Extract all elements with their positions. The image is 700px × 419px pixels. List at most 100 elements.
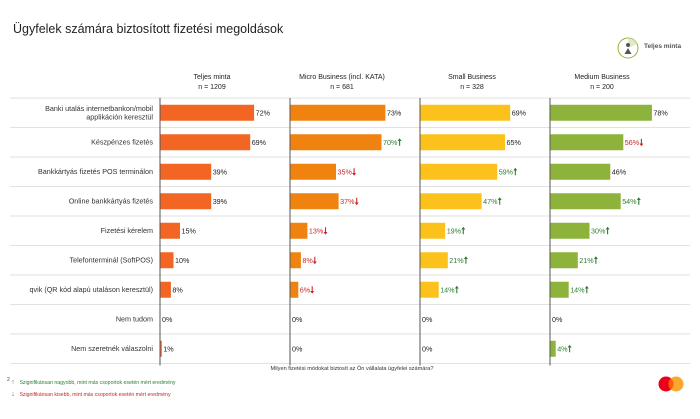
data-label: 72% bbox=[256, 108, 271, 117]
bar bbox=[160, 222, 180, 239]
arrow-down-head bbox=[310, 290, 315, 294]
series-header-n: n = 1209 bbox=[198, 84, 226, 91]
data-label: 14% bbox=[440, 285, 455, 294]
data-label: 14% bbox=[570, 285, 585, 294]
bar bbox=[550, 163, 611, 180]
bar bbox=[160, 134, 251, 151]
arrow-up-head bbox=[593, 256, 598, 260]
data-label: 6% bbox=[300, 285, 311, 294]
bar bbox=[290, 281, 299, 298]
bar bbox=[550, 134, 624, 151]
bar bbox=[420, 252, 448, 269]
data-label: 0% bbox=[552, 315, 563, 324]
bar bbox=[420, 281, 439, 298]
bar bbox=[160, 252, 174, 269]
bar bbox=[290, 163, 336, 180]
data-label: 10% bbox=[175, 256, 190, 265]
arrow-up-head bbox=[584, 285, 589, 289]
page-title: Ügyfelek számára biztosított fizetési me… bbox=[13, 22, 284, 36]
bar bbox=[160, 193, 212, 210]
arrow-down-head bbox=[352, 172, 357, 176]
bar bbox=[160, 163, 212, 180]
data-label: 35% bbox=[338, 167, 353, 176]
bar bbox=[420, 104, 511, 121]
data-label: 0% bbox=[292, 344, 303, 353]
data-label: 56% bbox=[625, 138, 640, 147]
category-label: Fizetési kérelem bbox=[101, 226, 153, 235]
data-label: 30% bbox=[591, 226, 606, 235]
category-label: qvik (QR kód alapú utaláson keresztül) bbox=[30, 285, 153, 294]
legend-significant-down: ↓ Szignifikánsan kisebb, mint más csopor… bbox=[8, 391, 171, 398]
bar bbox=[160, 104, 255, 121]
data-label: 0% bbox=[422, 344, 433, 353]
data-label: 69% bbox=[512, 108, 527, 117]
page-number: 2 bbox=[7, 377, 10, 383]
data-label: 39% bbox=[213, 197, 228, 206]
series-header-name: Medium Business bbox=[574, 74, 630, 81]
bar bbox=[550, 222, 590, 239]
category-label: Banki utalás internetbankon/mobil appliká… bbox=[45, 104, 153, 121]
data-label: 8% bbox=[172, 285, 183, 294]
arrow-up-head bbox=[513, 167, 518, 171]
bar bbox=[290, 222, 308, 239]
base-sample-icon bbox=[617, 37, 639, 59]
arrow-up-head bbox=[461, 226, 466, 230]
bar bbox=[550, 252, 578, 269]
data-label: 47% bbox=[483, 197, 498, 206]
arrow-up-head bbox=[567, 344, 572, 348]
legend-significant-up: ↑ Szignifikánsan nagyobb, mint más csopo… bbox=[8, 379, 175, 386]
bar bbox=[420, 163, 498, 180]
data-label: 8% bbox=[302, 256, 313, 265]
arrow-down-head bbox=[639, 143, 644, 147]
data-label: 39% bbox=[213, 167, 228, 176]
series-header-n: n = 328 bbox=[460, 84, 484, 91]
series-header-name: Teljes minta bbox=[194, 74, 231, 81]
data-label: 0% bbox=[292, 315, 303, 324]
data-label: 0% bbox=[422, 315, 433, 324]
arrow-up-icon: ↑ bbox=[11, 379, 15, 386]
data-label: 19% bbox=[447, 226, 462, 235]
data-label: 21% bbox=[449, 256, 464, 265]
mastercard-logo-icon bbox=[658, 376, 684, 392]
bar bbox=[160, 281, 171, 298]
category-label: Telefonterminál (SoftPOS) bbox=[70, 256, 154, 265]
bar bbox=[550, 281, 569, 298]
data-label: 70% bbox=[383, 138, 398, 147]
data-label: 15% bbox=[182, 226, 197, 235]
bar bbox=[290, 193, 339, 210]
data-label: 21% bbox=[579, 256, 594, 265]
series-header-n: n = 681 bbox=[330, 84, 354, 91]
category-label: Online bankkártyás fizetés bbox=[69, 197, 154, 206]
series-header-name: Small Business bbox=[448, 74, 496, 81]
bar bbox=[550, 104, 652, 121]
question-text: Milyen fizetési módokat biztosít az Ön v… bbox=[271, 365, 434, 372]
data-label: 65% bbox=[507, 138, 522, 147]
data-label: 37% bbox=[340, 197, 355, 206]
series-header-n: n = 200 bbox=[590, 84, 614, 91]
category-label: Bankkártyás fizetés POS terminálon bbox=[38, 167, 153, 176]
bar bbox=[160, 340, 162, 357]
data-label: 0% bbox=[162, 315, 173, 324]
category-label: Készpénzes fizetés bbox=[91, 138, 153, 147]
arrow-up-head bbox=[605, 226, 610, 230]
bar bbox=[420, 222, 446, 239]
arrow-up-head bbox=[454, 285, 459, 289]
bar bbox=[290, 252, 301, 269]
category-label: Nem szeretnék válaszolni bbox=[71, 344, 153, 353]
arrow-down-icon: ↓ bbox=[11, 391, 15, 398]
base-sample-label: Teljes minta bbox=[644, 43, 682, 50]
bar bbox=[550, 193, 621, 210]
data-label: 69% bbox=[252, 138, 267, 147]
legend-down-text: Szignifikánsan kisebb, mint más csoporto… bbox=[19, 392, 171, 398]
bar bbox=[420, 193, 482, 210]
bar bbox=[420, 134, 505, 151]
data-label: 59% bbox=[499, 167, 514, 176]
arrow-up-head bbox=[397, 138, 402, 142]
arrow-up-head bbox=[497, 197, 502, 201]
data-label: 1% bbox=[163, 344, 174, 353]
arrow-up-head bbox=[463, 256, 468, 260]
data-label: 78% bbox=[653, 108, 668, 117]
bar bbox=[290, 134, 382, 151]
data-label: 73% bbox=[387, 108, 402, 117]
